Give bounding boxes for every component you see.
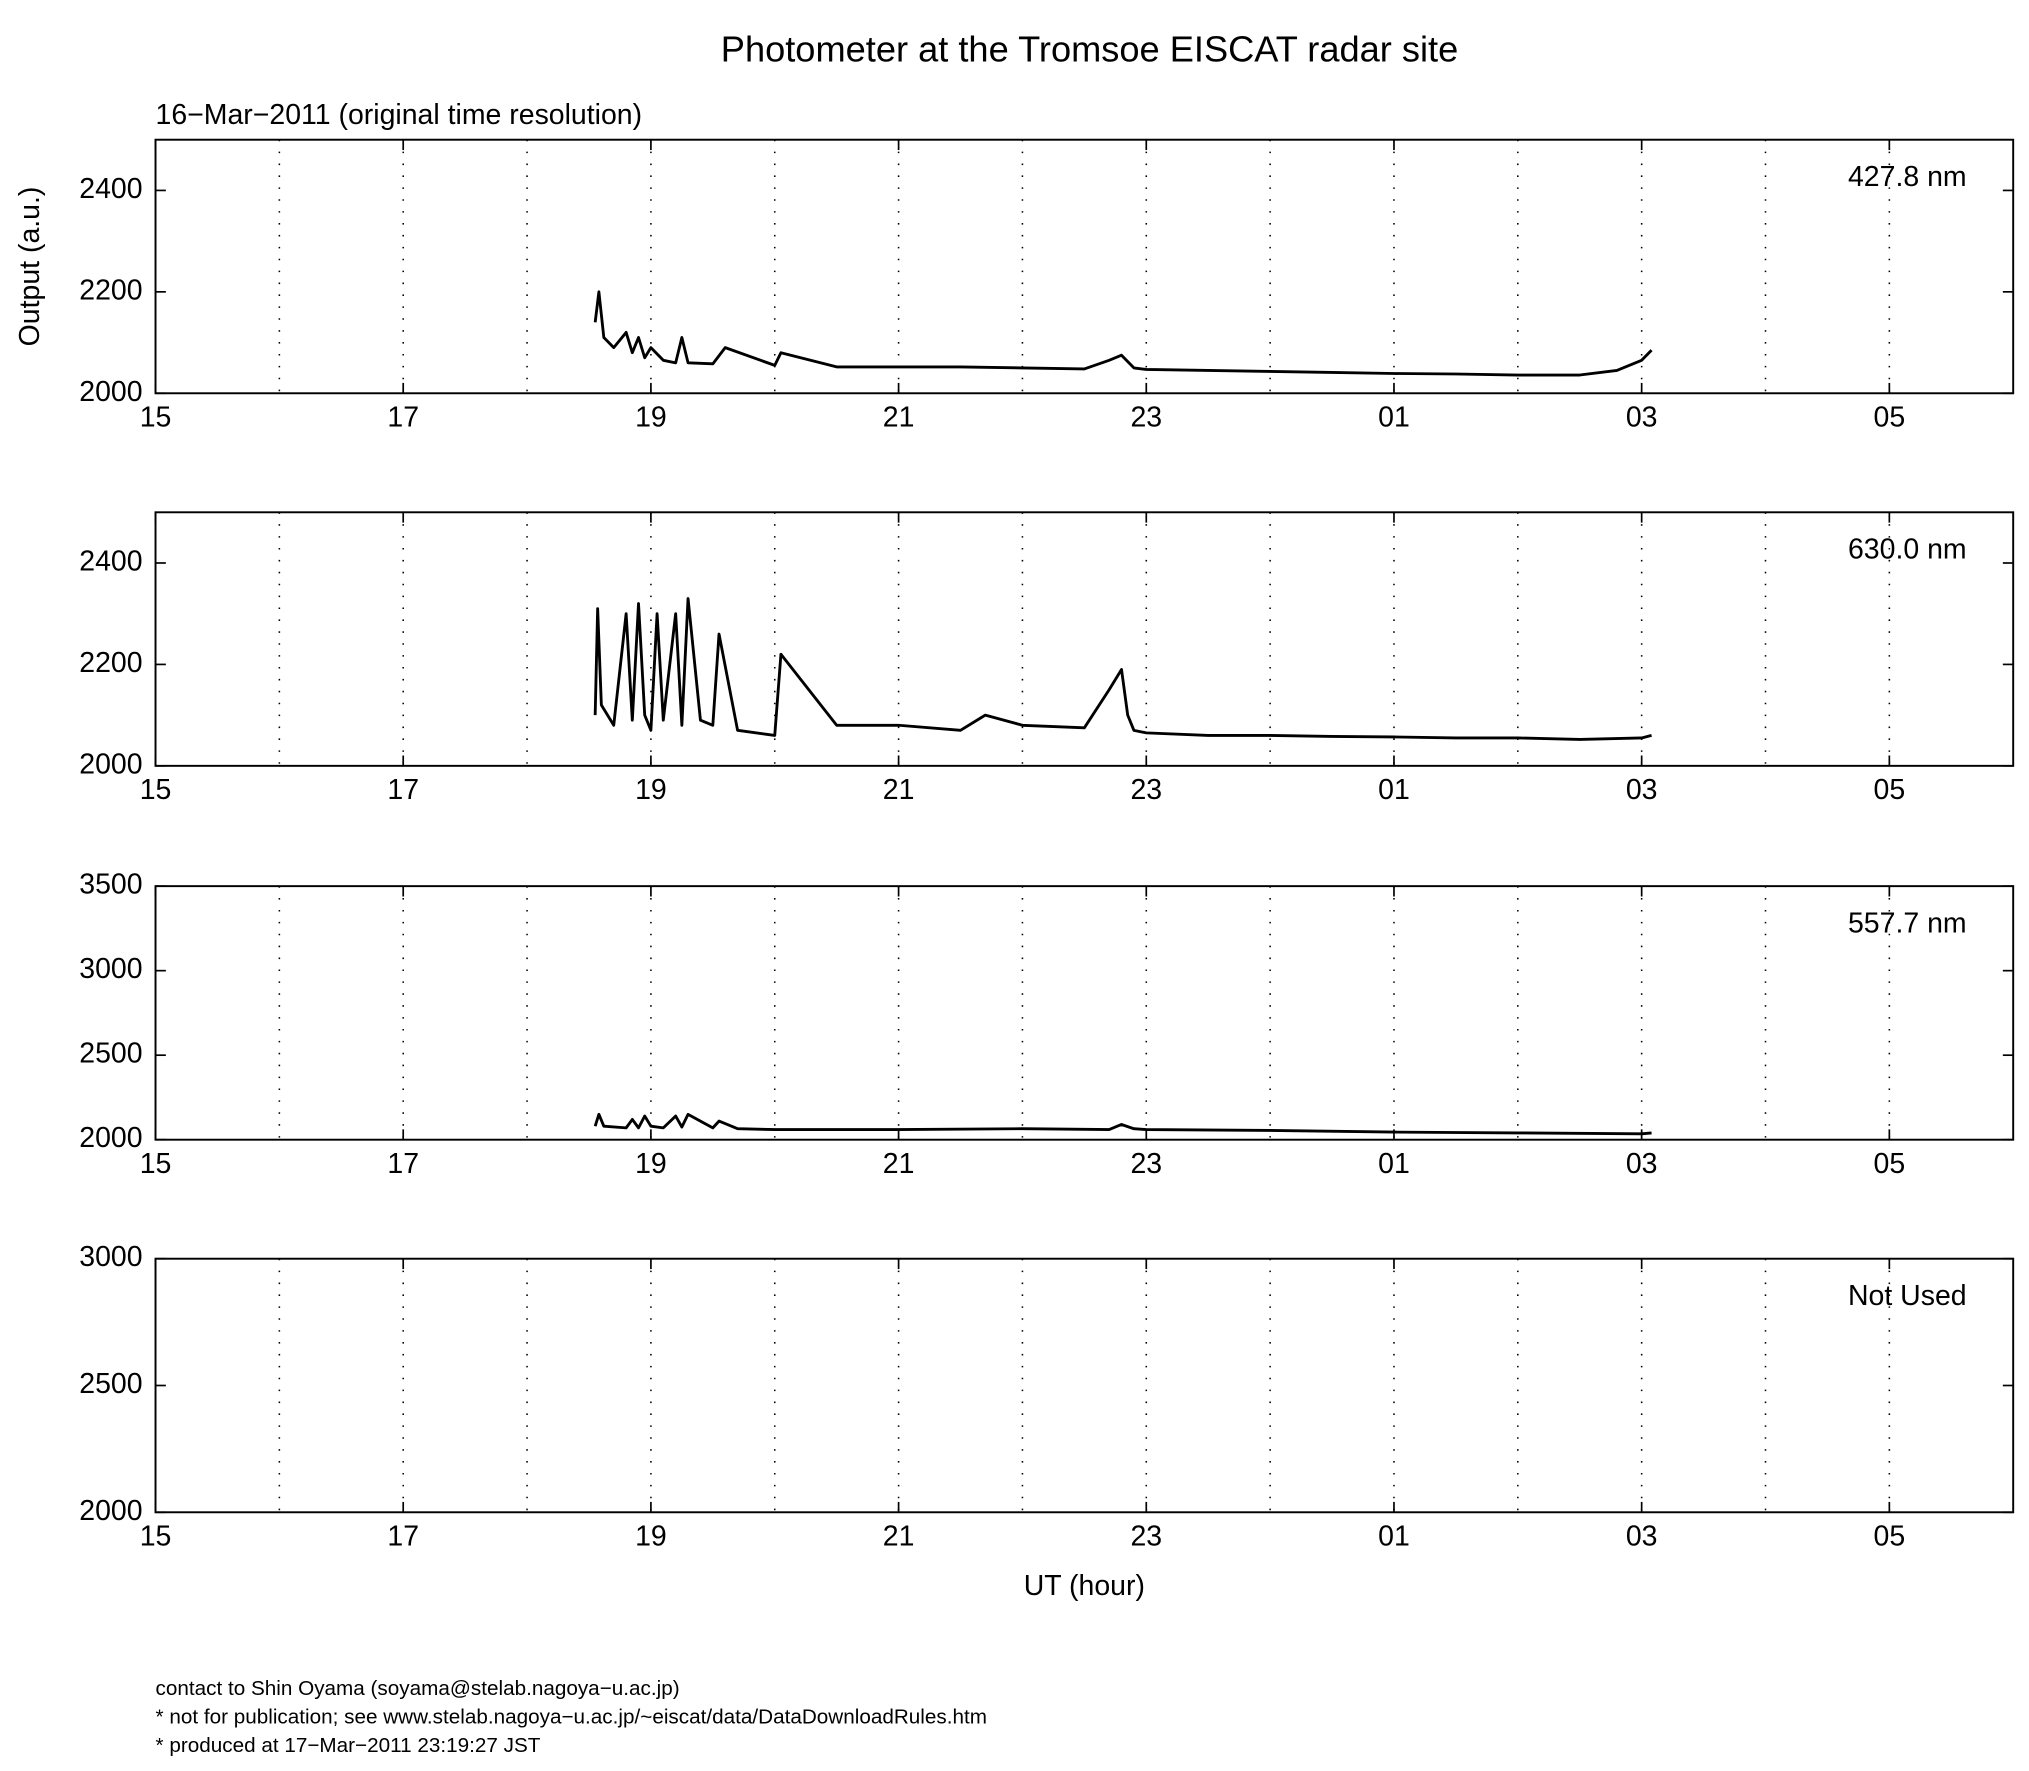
x-axis-label: UT (hour) bbox=[1024, 1570, 1145, 1602]
y-tick-label: 3000 bbox=[79, 953, 142, 985]
x-tick-label: 15 bbox=[140, 774, 172, 806]
x-tick-label: 01 bbox=[1378, 1148, 1410, 1180]
x-tick-label: 03 bbox=[1626, 402, 1658, 434]
panel-label: 630.0 nm bbox=[1848, 534, 1967, 566]
chart-subtitle: 16−Mar−2011 (original time resolution) bbox=[156, 99, 643, 131]
data-line bbox=[593, 1112, 1652, 1136]
y-tick-label: 2400 bbox=[79, 546, 142, 578]
x-tick-label: 17 bbox=[387, 1148, 419, 1180]
plot-frame bbox=[154, 511, 2015, 767]
x-tick-label: 19 bbox=[635, 1148, 667, 1180]
y-tick-label: 2200 bbox=[79, 647, 142, 679]
y-tick-label: 2000 bbox=[79, 1495, 142, 1527]
y-tick-label: 2000 bbox=[79, 376, 142, 408]
x-tick-label: 05 bbox=[1874, 1148, 1906, 1180]
footer-line: * produced at 17−Mar−2011 23:19:27 JST bbox=[156, 1734, 541, 1757]
x-tick-label: 23 bbox=[1130, 402, 1162, 434]
x-tick-label: 21 bbox=[883, 1521, 915, 1553]
x-tick-label: 03 bbox=[1626, 774, 1658, 806]
x-tick-label: 21 bbox=[883, 774, 915, 806]
y-axis-label: Output (a.u.) bbox=[14, 187, 46, 347]
plot-frame bbox=[154, 885, 2015, 1141]
x-tick-label: 21 bbox=[883, 402, 915, 434]
x-tick-label: 03 bbox=[1626, 1521, 1658, 1553]
x-tick-label: 01 bbox=[1378, 1521, 1410, 1553]
footer-line: contact to Shin Oyama (soyama@stelab.nag… bbox=[156, 1677, 680, 1700]
y-tick-label: 3500 bbox=[79, 869, 142, 901]
x-tick-label: 21 bbox=[883, 1148, 915, 1180]
plot-frame bbox=[154, 138, 2015, 395]
x-tick-label: 05 bbox=[1874, 402, 1906, 434]
y-tick-label: 2500 bbox=[79, 1038, 142, 1070]
x-tick-label: 15 bbox=[140, 1148, 172, 1180]
x-tick-label: 17 bbox=[387, 774, 419, 806]
panel-label: Not Used bbox=[1848, 1280, 1967, 1312]
x-tick-label: 17 bbox=[387, 402, 419, 434]
y-tick-label: 2200 bbox=[79, 274, 142, 306]
plot-frame bbox=[154, 1257, 2015, 1514]
footer-line: * not for publication; see www.stelab.na… bbox=[156, 1705, 987, 1728]
x-tick-label: 15 bbox=[140, 1521, 172, 1553]
y-tick-label: 2500 bbox=[79, 1368, 142, 1400]
x-tick-label: 19 bbox=[635, 1521, 667, 1553]
x-tick-label: 15 bbox=[140, 402, 172, 434]
x-tick-label: 03 bbox=[1626, 1148, 1658, 1180]
x-tick-label: 05 bbox=[1874, 774, 1906, 806]
y-tick-label: 2000 bbox=[79, 1122, 142, 1154]
y-tick-label: 2000 bbox=[79, 748, 142, 780]
panel-label: 427.8 nm bbox=[1848, 161, 1967, 193]
panel-label: 557.7 nm bbox=[1848, 907, 1967, 939]
x-tick-label: 19 bbox=[635, 402, 667, 434]
x-tick-label: 19 bbox=[635, 774, 667, 806]
chart-title: Photometer at the Tromsoe EISCAT radar s… bbox=[721, 28, 1458, 69]
x-tick-label: 17 bbox=[387, 1521, 419, 1553]
data-line bbox=[593, 290, 1653, 377]
x-tick-label: 01 bbox=[1378, 774, 1410, 806]
x-tick-label: 05 bbox=[1874, 1521, 1906, 1553]
x-tick-label: 23 bbox=[1130, 1148, 1162, 1180]
x-tick-label: 23 bbox=[1130, 774, 1162, 806]
data-line bbox=[593, 597, 1652, 741]
y-tick-label: 2400 bbox=[79, 173, 142, 205]
x-tick-label: 01 bbox=[1378, 402, 1410, 434]
x-tick-label: 23 bbox=[1130, 1521, 1162, 1553]
y-tick-label: 3000 bbox=[79, 1241, 142, 1273]
